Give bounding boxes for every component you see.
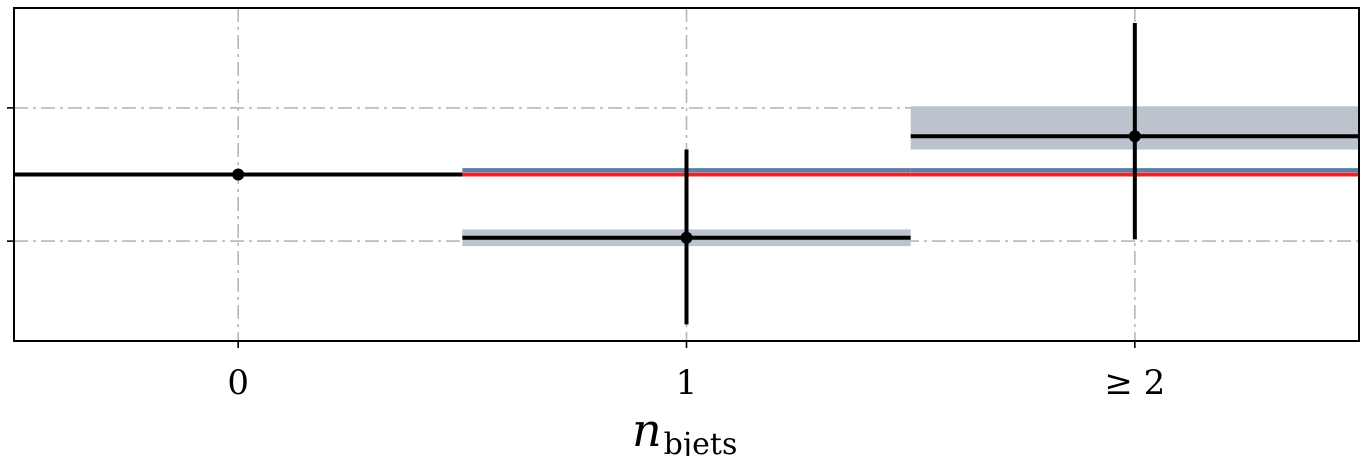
x-axis-title: nbjets: [632, 403, 737, 456]
x-tick-label: 1: [676, 363, 698, 403]
x-tick-labels: 0 1 ≥ 2: [227, 363, 1165, 403]
data-point: [680, 231, 693, 244]
data-series: [14, 22, 1359, 325]
x-axis-title-subscript: bjets: [664, 427, 738, 456]
x-tick-label: ≥ 2: [1104, 363, 1165, 403]
x-tick-label: 0: [227, 363, 249, 403]
x-axis-title-main: n: [632, 403, 662, 456]
data-point: [232, 168, 245, 181]
data-point: [1128, 130, 1141, 143]
axis-ticks: [7, 107, 1136, 348]
